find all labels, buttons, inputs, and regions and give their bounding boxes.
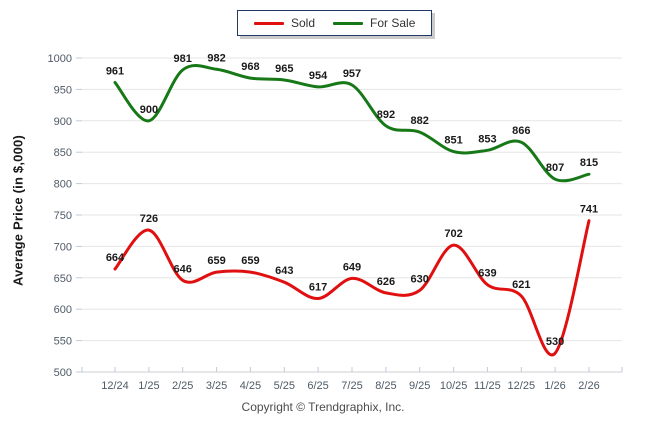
legend-item-sold: Sold — [254, 16, 315, 30]
data-label: 630 — [411, 273, 429, 285]
data-label: 815 — [580, 157, 598, 169]
y-tick-label: 650 — [54, 273, 72, 285]
data-label: 726 — [140, 213, 158, 225]
x-tick-label: 4/25 — [240, 380, 261, 392]
series-line-for-sale — [113, 64, 591, 183]
data-label: 807 — [546, 162, 564, 174]
y-tick-label: 850 — [54, 147, 72, 159]
data-label: 900 — [140, 104, 158, 116]
data-label: 621 — [512, 279, 530, 291]
x-tick-label: 1/26 — [544, 380, 565, 392]
data-label: 853 — [478, 133, 496, 145]
legend-label-sold: Sold — [291, 16, 316, 30]
data-label: 866 — [512, 125, 530, 137]
x-tick-label: 6/25 — [307, 380, 328, 392]
x-tick-label: 11/25 — [474, 380, 501, 392]
data-label: 981 — [174, 53, 192, 65]
x-tick-label: 2/26 — [578, 380, 599, 392]
x-tick-label: 1/25 — [138, 380, 159, 392]
y-tick-label: 550 — [54, 336, 72, 348]
data-label: 664 — [106, 252, 125, 264]
x-tick-label: 8/25 — [375, 380, 396, 392]
data-label: 982 — [207, 52, 225, 64]
y-tick-label: 900 — [54, 116, 72, 128]
x-tick-label: 12/25 — [508, 380, 536, 392]
x-tick-label: 3/25 — [206, 380, 227, 392]
data-label: 965 — [275, 63, 293, 75]
data-label: 892 — [377, 109, 395, 121]
legend-label-for-sale: For Sale — [370, 16, 416, 30]
y-tick-label: 800 — [54, 179, 72, 191]
data-label: 639 — [478, 268, 496, 280]
data-label: 626 — [377, 276, 395, 288]
data-label: 659 — [241, 255, 259, 267]
data-label: 617 — [309, 282, 327, 294]
data-label: 659 — [207, 255, 225, 267]
x-tick-label: 7/25 — [341, 380, 362, 392]
copyright-text: Copyright © Trendgraphix, Inc. — [241, 400, 405, 414]
data-label: 649 — [343, 261, 361, 273]
sold-line-swatch — [254, 21, 284, 25]
data-label: 882 — [411, 115, 429, 127]
data-label: 646 — [174, 263, 192, 275]
x-tick-label: 9/25 — [409, 380, 430, 392]
x-tick-label: 12/24 — [101, 380, 129, 392]
data-label: 968 — [241, 61, 259, 73]
data-label: 741 — [580, 204, 598, 216]
y-tick-label: 950 — [54, 84, 72, 96]
data-label: 643 — [275, 265, 293, 277]
chart-legend: Sold For Sale — [237, 10, 433, 36]
y-tick-label: 750 — [54, 210, 72, 222]
for-sale-line-swatch — [333, 21, 364, 25]
data-label: 702 — [444, 228, 462, 240]
y-tick-label: 600 — [54, 304, 72, 316]
series-line-sold — [113, 219, 591, 357]
y-tick-label: 500 — [54, 367, 72, 379]
data-label: 961 — [106, 66, 124, 78]
legend-item-for-sale: For Sale — [333, 16, 415, 30]
y-tick-label: 700 — [54, 241, 72, 253]
data-label: 957 — [343, 68, 361, 80]
x-tick-label: 10/25 — [440, 380, 468, 392]
data-label: 851 — [444, 135, 462, 147]
data-label: 954 — [309, 70, 328, 82]
y-tick-label: 1000 — [48, 53, 72, 65]
data-label: 530 — [546, 336, 564, 348]
x-tick-label: 2/25 — [172, 380, 193, 392]
x-tick-label: 5/25 — [274, 380, 295, 392]
